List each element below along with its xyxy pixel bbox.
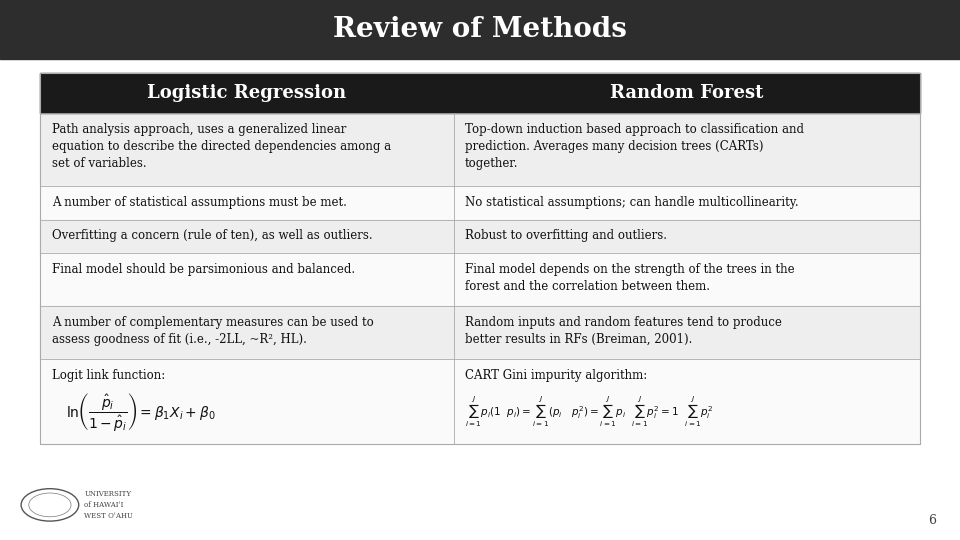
- Bar: [454, 220, 920, 253]
- Text: Final model depends on the strength of the trees in the
forest and the correlati: Final model depends on the strength of t…: [466, 263, 795, 293]
- Text: 6: 6: [928, 514, 936, 526]
- Text: Overfitting a concern (rule of ten), as well as outliers.: Overfitting a concern (rule of ten), as …: [52, 230, 372, 242]
- Text: Logistic Regression: Logistic Regression: [148, 84, 347, 102]
- Text: $\ln\!\left(\dfrac{\hat{p}_i}{1-\hat{p}_i}\right) = \beta_1 X_i + \beta_0$: $\ln\!\left(\dfrac{\hat{p}_i}{1-\hat{p}_…: [66, 391, 216, 433]
- Text: CART Gini impurity algorithm:: CART Gini impurity algorithm:: [466, 369, 647, 382]
- Bar: [454, 253, 920, 306]
- Text: Path analysis approach, uses a generalized linear
equation to describe the direc: Path analysis approach, uses a generaliz…: [52, 123, 391, 170]
- Text: Top-down induction based approach to classification and
prediction. Averages man: Top-down induction based approach to cla…: [466, 123, 804, 170]
- Text: Random inputs and random features tend to produce
better results in RFs (Breiman: Random inputs and random features tend t…: [466, 316, 782, 346]
- Text: Random Forest: Random Forest: [610, 84, 763, 102]
- Bar: [40, 186, 454, 220]
- Bar: [40, 359, 454, 444]
- Bar: [40, 73, 454, 113]
- Text: No statistical assumptions; can handle multicollinearity.: No statistical assumptions; can handle m…: [466, 196, 799, 209]
- Bar: [454, 113, 920, 186]
- Text: A number of complementary measures can be used to
assess goodness of fit (i.e., : A number of complementary measures can b…: [52, 316, 373, 346]
- Bar: [454, 306, 920, 359]
- Text: Logit link function:: Logit link function:: [52, 369, 165, 382]
- Bar: [454, 186, 920, 220]
- Text: Robust to overfitting and outliers.: Robust to overfitting and outliers.: [466, 230, 667, 242]
- Text: Review of Methods: Review of Methods: [333, 16, 627, 43]
- Text: A number of statistical assumptions must be met.: A number of statistical assumptions must…: [52, 196, 347, 209]
- Text: UNIVERSITY
of HAWAIʿI
WEST OʿAHU: UNIVERSITY of HAWAIʿI WEST OʿAHU: [84, 490, 133, 520]
- Text: Final model should be parsimonious and balanced.: Final model should be parsimonious and b…: [52, 263, 355, 276]
- Bar: [40, 73, 920, 444]
- Bar: [454, 359, 920, 444]
- Text: $\sum_{i=1}^{J} p_i(1\ \ p_i) = \sum_{i=1}^{J}(p_i\ \ \ p_i^2) = \sum_{i=1}^{J} : $\sum_{i=1}^{J} p_i(1\ \ p_i) = \sum_{i=…: [466, 395, 713, 429]
- Bar: [454, 73, 920, 113]
- Bar: [40, 113, 454, 186]
- Bar: [40, 220, 454, 253]
- Bar: [40, 306, 454, 359]
- Bar: [0, 0, 960, 59]
- Bar: [40, 253, 454, 306]
